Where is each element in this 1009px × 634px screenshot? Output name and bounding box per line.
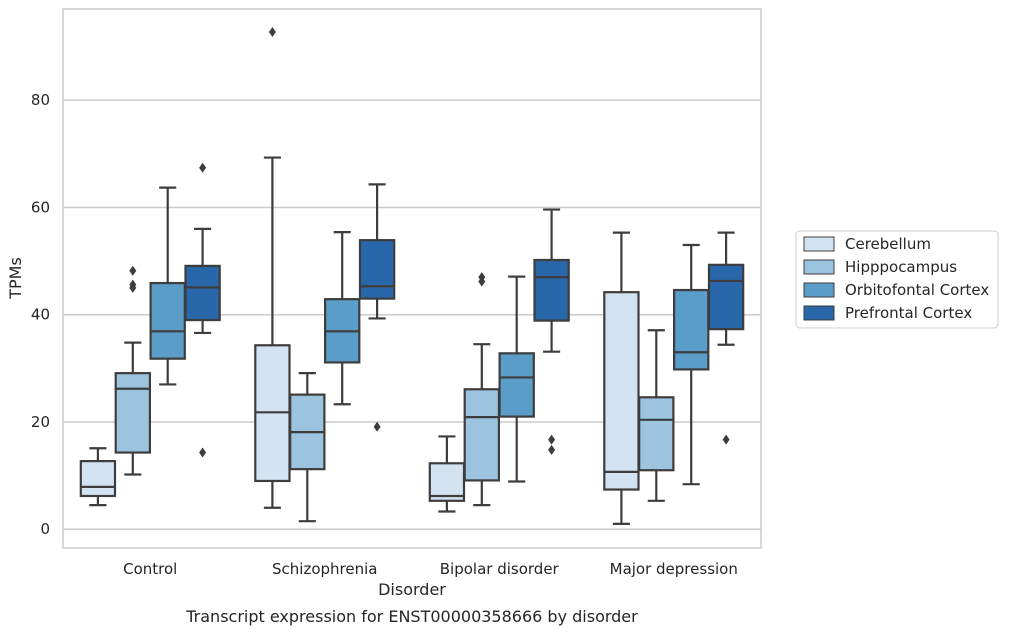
legend: Cerebellum Hipppocampus Orbitofontal Corte… (795, 230, 999, 329)
box-1-3 (638, 329, 675, 502)
x-tick-label: Major depression (610, 560, 738, 578)
y-tick-label: 80 (31, 91, 50, 109)
box-body (533, 258, 570, 322)
x-tick-labels: Control Schizophrenia Bipolar disorder Majo… (123, 560, 738, 578)
box-body (114, 372, 152, 454)
outlier-point (373, 421, 381, 432)
legend-label: Orbitofontal Cortex (845, 281, 989, 299)
outlier-point (129, 265, 137, 276)
box-3-3 (707, 231, 745, 445)
box-1-1 (289, 372, 326, 523)
y-tick-label: 20 (31, 413, 50, 431)
outlier-point (548, 434, 556, 445)
box-2-1 (323, 231, 361, 406)
outlier-point (199, 162, 207, 173)
outlier-point (478, 272, 486, 283)
box-body (707, 263, 745, 331)
box-body (498, 352, 535, 418)
outlier-point (129, 279, 137, 290)
box-body (428, 462, 466, 502)
legend-swatch (803, 282, 835, 298)
box-3-0 (184, 162, 221, 458)
outlier-point (722, 434, 730, 445)
box-series (79, 27, 745, 525)
x-tick-label: Bipolar disorder (440, 560, 560, 578)
box-body (603, 291, 640, 491)
box-body (638, 396, 675, 472)
legend-swatch (803, 259, 835, 275)
chart-title: Transcript expression for ENST0000035866… (185, 607, 638, 626)
box-2-3 (672, 243, 710, 486)
legend-items: Cerebellum Hipppocampus Orbitofontal Corte… (803, 235, 989, 322)
box-1-2 (463, 272, 501, 507)
legend-label: Cerebellum (845, 235, 931, 253)
box-2-2 (498, 275, 535, 483)
legend-label: Hipppocampus (845, 258, 957, 276)
outlier-point (548, 444, 556, 455)
legend-frame (795, 230, 999, 329)
box-body (672, 288, 710, 371)
y-tick-labels: 0 20 40 60 80 (31, 91, 50, 538)
outlier-point (268, 27, 276, 38)
box-1-0 (114, 265, 152, 476)
y-axis-label: TPMs (6, 257, 25, 300)
box-0-3 (603, 231, 640, 525)
box-body (358, 239, 396, 300)
box-body (149, 281, 186, 360)
x-axis-label: Disorder (378, 580, 446, 599)
box-0-2 (428, 435, 466, 513)
box-body (79, 460, 117, 498)
box-body (184, 264, 221, 322)
legend-swatch (803, 305, 835, 321)
y-tick-label: 0 (40, 520, 50, 538)
y-tick-label: 60 (31, 198, 50, 216)
box-body (463, 388, 501, 482)
legend-label: Prefrontal Cortex (845, 304, 972, 322)
box-3-1 (358, 183, 396, 432)
box-0-0 (79, 447, 117, 507)
y-tick-label: 40 (31, 306, 50, 324)
box-2-0 (149, 186, 186, 386)
box-3-2 (533, 208, 570, 455)
x-tick-label: Schizophrenia (272, 560, 377, 578)
outlier-point (199, 447, 207, 458)
x-tick-label: Control (123, 560, 177, 578)
legend-swatch (803, 236, 835, 252)
